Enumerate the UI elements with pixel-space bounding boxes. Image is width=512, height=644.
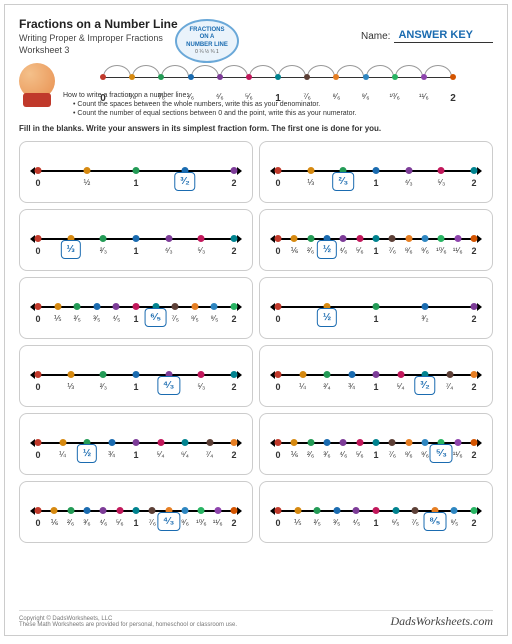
topic-badge: FRACTIONS ON A NUMBER LINE 0 ¼ ½ ¾ 1 [175,19,239,63]
intro-text: 0⅙²⁄₆³⁄₆⁴⁄₆⁵⁄₆1⁷⁄₆⁸⁄₆⁹⁄₆¹⁰⁄₆¹¹⁄₆2 How to… [63,63,493,118]
answer-box: ⁴⁄₃ [157,512,180,531]
header: Fractions on a Number Line Writing Prope… [19,17,493,55]
problem-card: 0½1³⁄₂2 [259,277,493,339]
answer-box: ⅓ [60,240,80,259]
problem-card: 0⅙²⁄₆³⁄₆⁴⁄₆⁵⁄₆1⁷⁄₆⁸⁄₆⁹⁄₆⁵⁄₃¹¹⁄₆2 [259,413,493,475]
answer-box: ⁸⁄₅ [423,512,446,531]
problem-card: 0⅓²⁄₃1⁴⁄₃⁵⁄₃2 [19,209,253,271]
answer-box: ²⁄₃ [333,172,355,191]
instructions: Fill in the blanks. Write your answers i… [19,124,493,133]
title-block: Fractions on a Number Line Writing Prope… [19,17,178,55]
problem-card: 0⅓²⁄₃1⁴⁄₃⁵⁄₃2 [19,345,253,407]
answer-box: ³⁄₂ [414,376,435,395]
name-label: Name: [361,31,390,42]
subtitle: Writing Proper & Improper Fractions [19,33,178,43]
intro-section: 0⅙²⁄₆³⁄₆⁴⁄₆⁵⁄₆1⁷⁄₆⁸⁄₆⁹⁄₆¹⁰⁄₆¹¹⁄₆2 How to… [19,63,493,118]
answer-box: ⁵⁄₃ [430,444,453,463]
problem-card: 0⅕²⁄₅³⁄₅⁴⁄₅1⁶⁄₅⁷⁄₅⁸⁄₅⁹⁄₅2 [259,481,493,543]
page-title: Fractions on a Number Line [19,17,178,31]
footer: Copyright © DadsWorksheets, LLC These Ma… [19,610,493,629]
name-field: Name: ANSWER KEY [361,17,493,55]
problem-card: 0⅕²⁄₅³⁄₅⁴⁄₅1⁶⁄₅⁷⁄₅⁸⁄₅⁹⁄₅2 [19,277,253,339]
problem-card: 0½1³⁄₂2 [19,141,253,203]
answer-box: ½ [317,308,337,327]
student-icon [19,63,55,99]
worksheet-page: Fractions on a Number Line Writing Prope… [4,4,508,636]
answer-box: ⁴⁄₃ [157,376,180,395]
problem-card: 0¼½¾1⁵⁄₄⁶⁄₄⁷⁄₄2 [19,413,253,475]
problem-card: 0⅓²⁄₃1⁴⁄₃⁵⁄₃2 [259,141,493,203]
answer-box: ³⁄₂ [174,172,195,191]
brand: DadsWorksheets.com [390,614,493,629]
answer-box: ½ [317,240,337,259]
problem-card: 0⅙²⁄₆³⁄₆⁴⁄₆⁵⁄₆1⁷⁄₆⁴⁄₃⁹⁄₆¹⁰⁄₆¹¹⁄₆2 [19,481,253,543]
worksheet-num: Worksheet 3 [19,45,178,55]
answer-box: ½ [77,444,97,463]
answer-key-badge: ANSWER KEY [394,29,493,43]
problem-card: 0⅙²⁄₆½⁴⁄₆⁵⁄₆1⁷⁄₆⁸⁄₆⁹⁄₆¹⁰⁄₆¹¹⁄₆2 [259,209,493,271]
problem-card: 0¼²⁄₄¾1⁵⁄₄³⁄₂⁷⁄₄2 [259,345,493,407]
demo-number-line: 0⅙²⁄₆³⁄₆⁴⁄₆⁵⁄₆1⁷⁄₆⁸⁄₆⁹⁄₆¹⁰⁄₆¹¹⁄₆2 [103,63,453,89]
answer-box: ⁶⁄₅ [144,308,167,327]
problem-grid: 0½1³⁄₂20⅓²⁄₃1⁴⁄₃⁵⁄₃20⅓²⁄₃1⁴⁄₃⁵⁄₃20⅙²⁄₆½⁴… [19,141,493,543]
copyright: Copyright © DadsWorksheets, LLC These Ma… [19,616,237,628]
